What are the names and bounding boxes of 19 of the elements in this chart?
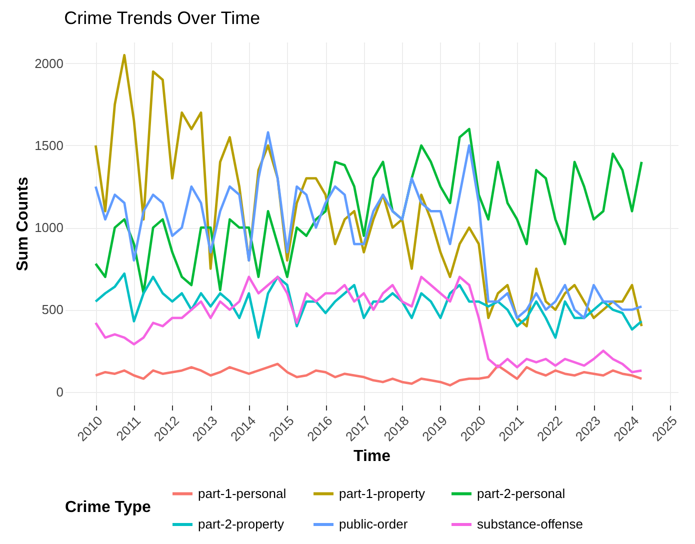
chart-title: Crime Trends Over Time [64,8,260,28]
legend-label: substance-offense [477,516,583,532]
legend-label: part-1-property [339,486,426,501]
legend-title: Crime Type [65,499,152,516]
legend-label: part-1-personal [198,486,286,501]
line-series [94,276,643,374]
line-series [94,272,643,339]
y-tick-label: 1000 [34,220,64,236]
legend-label: part-2-property [198,516,284,532]
legend-label: part-2-personal [477,486,566,501]
y-tick-label: 500 [42,302,64,318]
y-tick-label: 1500 [34,138,64,153]
line-series [94,54,643,328]
y-axis-title: Sum Counts [14,176,32,272]
line-series [94,362,643,386]
y-tick-label: 0 [56,384,64,400]
y-tick-label: 2000 [34,56,64,71]
x-axis-title: Time [353,448,391,466]
legend-label: public-order [339,516,408,532]
